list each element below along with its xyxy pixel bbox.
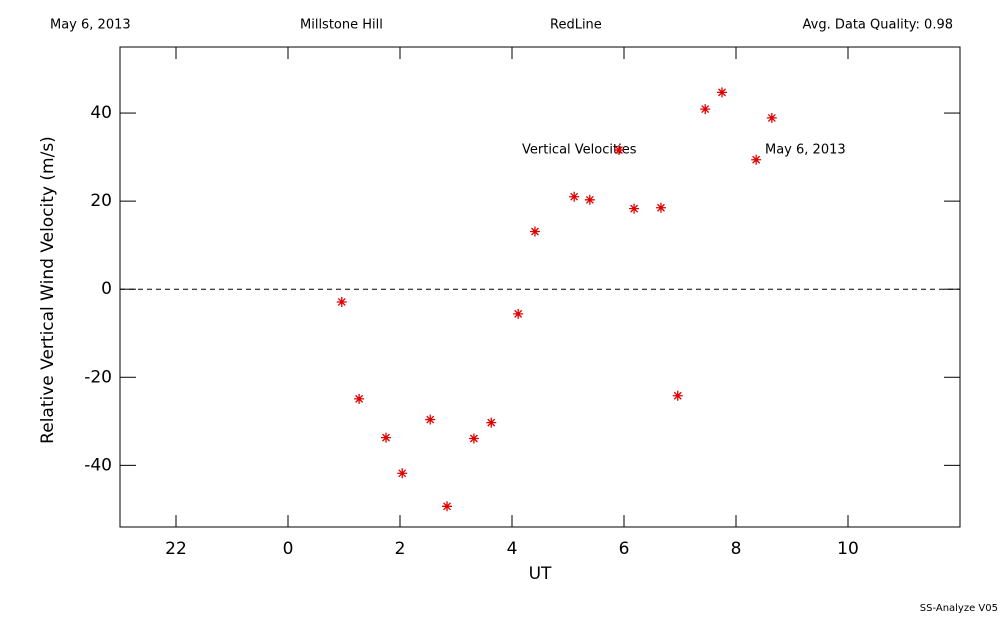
y-tick-label: -40 bbox=[84, 455, 112, 475]
header-quality: Avg. Data Quality: 0.98 bbox=[803, 18, 953, 33]
y-tick-label: 0 bbox=[101, 279, 112, 299]
y-tick-label: -20 bbox=[84, 367, 112, 387]
x-tick-label: 4 bbox=[507, 539, 518, 559]
point bbox=[486, 417, 497, 428]
header-site: Millstone Hill bbox=[300, 18, 383, 33]
point bbox=[584, 194, 595, 205]
header-date: May 6, 2013 bbox=[50, 18, 131, 33]
y-tick-label: 20 bbox=[90, 191, 112, 211]
point bbox=[442, 501, 453, 512]
point bbox=[766, 112, 777, 123]
point bbox=[672, 390, 683, 401]
point bbox=[354, 393, 365, 404]
point bbox=[397, 468, 408, 479]
x-tick-label: 8 bbox=[731, 539, 742, 559]
header-line: RedLine bbox=[550, 18, 602, 33]
x-tick-label: 0 bbox=[283, 539, 294, 559]
annotation: May 6, 2013 bbox=[765, 143, 846, 158]
point bbox=[569, 191, 580, 202]
point bbox=[751, 154, 762, 165]
point bbox=[700, 104, 711, 115]
x-tick-label: 2 bbox=[395, 539, 406, 559]
point bbox=[717, 87, 727, 98]
x-axis-label: UT bbox=[529, 564, 552, 584]
y-tick-label: 40 bbox=[90, 103, 112, 123]
x-tick-label: 6 bbox=[619, 539, 630, 559]
point bbox=[381, 432, 391, 443]
point bbox=[513, 308, 524, 319]
point bbox=[655, 202, 666, 213]
x-tick-label: 22 bbox=[165, 539, 187, 559]
point bbox=[529, 226, 540, 237]
x-tick-label: 10 bbox=[837, 539, 859, 559]
point bbox=[629, 203, 640, 214]
point bbox=[468, 433, 479, 444]
point bbox=[425, 414, 436, 425]
y-axis-label: Relative Vertical Wind Velocity (m/s) bbox=[38, 136, 58, 444]
point bbox=[613, 145, 624, 156]
plot-frame bbox=[119, 46, 961, 528]
point bbox=[336, 296, 347, 307]
footer: SS-Analyze V05 bbox=[920, 603, 998, 614]
annotation: Vertical Velocities bbox=[522, 143, 637, 158]
